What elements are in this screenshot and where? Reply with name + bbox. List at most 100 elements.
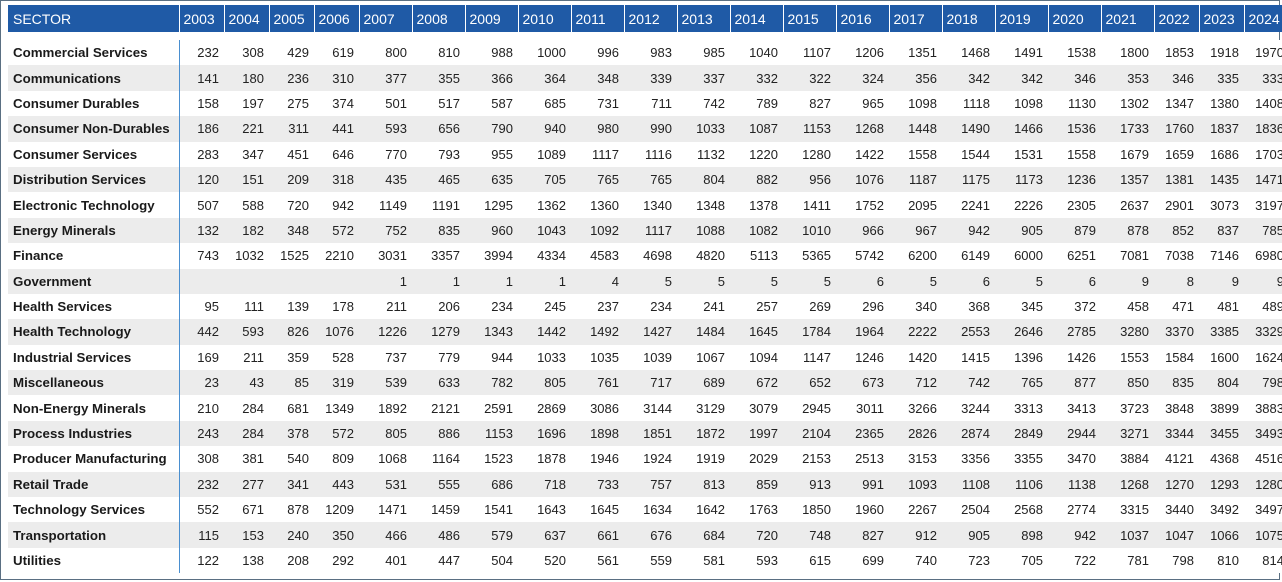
column-header-year[interactable]: 2017 bbox=[888, 5, 942, 32]
table-cell-value: 743 bbox=[179, 243, 224, 269]
table-cell-value: 3884 bbox=[1101, 446, 1154, 472]
table-cell-value: 1039 bbox=[624, 344, 677, 371]
column-header-year[interactable]: 2010 bbox=[517, 5, 571, 32]
table-cell-value: 2121 bbox=[412, 395, 465, 421]
table-cell-value: 486 bbox=[412, 522, 465, 548]
table-cell-value: 1068 bbox=[359, 446, 412, 472]
table-cell-value: 672 bbox=[730, 370, 783, 396]
table-cell-value: 991 bbox=[836, 471, 889, 498]
column-header-year[interactable]: 2014 bbox=[729, 5, 783, 32]
table-cell-value: 319 bbox=[314, 370, 359, 396]
table-row: Process Industries 243 284 378 572 805 886 1153… bbox=[8, 420, 1282, 447]
table-cell-value: 1924 bbox=[624, 446, 677, 472]
table-cell-value: 1164 bbox=[412, 446, 465, 472]
table-cell-value: 2153 bbox=[783, 446, 836, 472]
table-row: Retail Trade 232 277 341 443 531 555 686 718 733 7… bbox=[8, 471, 1282, 498]
table-cell-value: 940 bbox=[518, 116, 571, 142]
table-row: Producer Manufacturing 308 381 540 809 1068 11… bbox=[8, 446, 1282, 472]
column-header-year[interactable]: 2015 bbox=[782, 5, 836, 32]
table-cell-value: 1946 bbox=[571, 446, 624, 472]
column-header-year[interactable]: 2018 bbox=[941, 5, 995, 32]
table-cell-value: 1302 bbox=[1101, 90, 1154, 117]
table-cell-value: 7146 bbox=[1199, 243, 1244, 269]
table-cell-value: 1970 bbox=[1244, 40, 1282, 66]
table-cell-value: 913 bbox=[783, 471, 836, 498]
table-cell-value: 1087 bbox=[730, 116, 783, 142]
table-cell-value: 85 bbox=[269, 370, 314, 396]
column-header-year[interactable]: 2024 bbox=[1243, 5, 1282, 32]
table-cell-value: 967 bbox=[889, 217, 942, 244]
table-cell-value: 366 bbox=[465, 65, 518, 91]
column-header-year[interactable]: 2003 bbox=[178, 5, 224, 32]
column-header-year[interactable]: 2012 bbox=[623, 5, 677, 32]
table-cell-value: 447 bbox=[412, 547, 465, 574]
table-cell-value: 3266 bbox=[889, 395, 942, 421]
table-cell-value: 1118 bbox=[942, 90, 995, 117]
table-cell-value: 689 bbox=[677, 370, 730, 396]
table-cell-value: 1075 bbox=[1244, 522, 1282, 548]
table-cell-value: 1226 bbox=[359, 319, 412, 345]
table-body: Commercial Services 232 308 429 619 800 810 988… bbox=[8, 32, 1282, 574]
column-header-year[interactable]: 2019 bbox=[994, 5, 1048, 32]
sector-name: Commercial Services bbox=[8, 40, 180, 66]
table-cell-value: 1471 bbox=[359, 497, 412, 523]
column-header-year[interactable]: 2007 bbox=[358, 5, 412, 32]
column-header-year[interactable]: 2004 bbox=[223, 5, 269, 32]
table-cell-value: 737 bbox=[359, 344, 412, 371]
table-cell-value: 2210 bbox=[314, 243, 359, 269]
table-cell-value bbox=[179, 268, 224, 294]
sector-name: Energy Minerals bbox=[8, 217, 180, 244]
table-cell-value: 308 bbox=[224, 40, 269, 66]
table-cell-value: 1037 bbox=[1101, 522, 1154, 548]
table-cell-value: 2504 bbox=[942, 497, 995, 523]
table-cell-value: 243 bbox=[179, 420, 224, 447]
table-cell-value: 798 bbox=[1244, 370, 1282, 396]
table-cell-value: 1800 bbox=[1101, 40, 1154, 66]
table-cell-value: 1089 bbox=[518, 141, 571, 167]
table-cell-value: 1280 bbox=[783, 141, 836, 167]
table-cell-value: 3497 bbox=[1244, 497, 1282, 523]
table-cell-value: 988 bbox=[465, 40, 518, 66]
column-header-year[interactable]: 2013 bbox=[676, 5, 730, 32]
table-cell-value: 245 bbox=[518, 293, 571, 320]
table-cell-value: 1752 bbox=[836, 192, 889, 218]
table-cell-value: 1703 bbox=[1244, 141, 1282, 167]
column-header-sector[interactable]: SECTOR bbox=[8, 5, 179, 32]
table-cell-value: 955 bbox=[465, 141, 518, 167]
column-header-year[interactable]: 2020 bbox=[1047, 5, 1101, 32]
table-cell-value: 826 bbox=[269, 319, 314, 345]
table-cell-value: 996 bbox=[571, 40, 624, 66]
column-header-year[interactable]: 2008 bbox=[411, 5, 465, 32]
table-cell-value: 158 bbox=[179, 90, 224, 117]
table-cell-value: 241 bbox=[677, 293, 730, 320]
table-cell-value: 1380 bbox=[1199, 90, 1244, 117]
table-cell-value: 798 bbox=[1154, 547, 1199, 574]
table-cell-value: 111 bbox=[224, 293, 269, 320]
column-header-year[interactable]: 2022 bbox=[1153, 5, 1199, 32]
table-cell-value: 587 bbox=[465, 90, 518, 117]
table-cell-value: 1082 bbox=[730, 217, 783, 244]
table-cell-value: 2785 bbox=[1048, 319, 1101, 345]
table-cell-value: 208 bbox=[269, 547, 314, 574]
table-cell-value: 593 bbox=[730, 547, 783, 574]
table-cell-value: 852 bbox=[1154, 217, 1199, 244]
table-cell-value: 539 bbox=[359, 370, 412, 396]
table-row: Consumer Non-Durables 186 221 311 441 593 656 7… bbox=[8, 116, 1282, 142]
table-cell-value: 1117 bbox=[624, 217, 677, 244]
table-cell-value: 1918 bbox=[1199, 40, 1244, 66]
table-cell-value: 1544 bbox=[942, 141, 995, 167]
table-cell-value: 1 bbox=[412, 268, 465, 294]
column-header-year[interactable]: 2011 bbox=[570, 5, 624, 32]
table-row: Communications 141 180 236 310 377 355 366 364 34… bbox=[8, 65, 1282, 91]
column-header-year[interactable]: 2006 bbox=[313, 5, 359, 32]
column-header-year[interactable]: 2021 bbox=[1100, 5, 1154, 32]
column-header-year[interactable]: 2023 bbox=[1198, 5, 1244, 32]
table-cell-value: 232 bbox=[179, 471, 224, 498]
table-cell-value: 5365 bbox=[783, 243, 836, 269]
column-header-year[interactable]: 2009 bbox=[464, 5, 518, 32]
table-cell-value: 1175 bbox=[942, 166, 995, 193]
table-cell-value: 1558 bbox=[1048, 141, 1101, 167]
column-header-year[interactable]: 2005 bbox=[268, 5, 314, 32]
table-cell-value: 339 bbox=[624, 65, 677, 91]
column-header-year[interactable]: 2016 bbox=[835, 5, 889, 32]
